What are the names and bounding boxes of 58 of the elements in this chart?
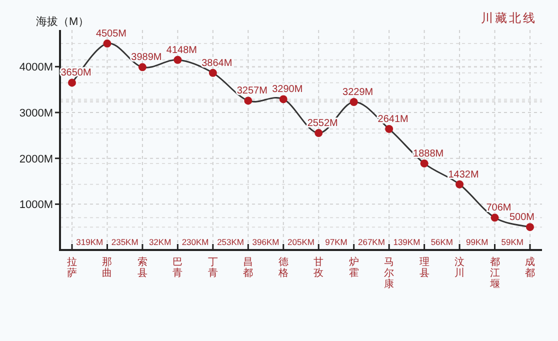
data-label: 3229M [342,87,374,98]
data-label: 4505M [96,28,127,40]
point [526,223,534,232]
y-tick-label: 3000M [19,108,53,120]
annotation: 99KM [466,237,488,247]
y-tick-label: 2000M [19,153,53,166]
data-label: 1888M [413,148,444,160]
y-tick-label: 4000M [19,62,53,74]
x-tick-label: 昌都 [243,257,254,279]
x-tick-label: 理县 [419,257,430,279]
data-label: 3290M [272,84,303,96]
point [103,40,112,48]
x-tick-label: 炉霍 [348,256,359,279]
annotation: 396KM [252,237,280,247]
annotation: 139KM [393,237,420,247]
point [138,63,146,72]
data-label: 500M [509,212,535,224]
annotation: 235KM [111,237,138,247]
point [208,68,217,77]
point [68,78,76,87]
annotation: 267KM [358,237,385,247]
point [244,96,252,105]
data-label: 3864M [202,58,232,69]
x-tick-label: 都江堰 [488,256,500,290]
annotation: 319KM [76,237,104,247]
data-label: 3257M [236,86,268,97]
annotation: 205KM [288,237,314,247]
data-label: 706M [486,202,512,214]
x-tick-label: 德格 [277,257,288,279]
annotation: 230KM [182,237,209,247]
point [490,214,499,222]
x-tick-label: 丁青 [208,257,218,279]
x-tick-label: 汶川 [454,256,465,279]
point [385,124,394,133]
annotation: 97KM [325,237,348,247]
x-tick-label: 巴青 [172,257,183,279]
point [420,159,428,168]
x-tick-label: 那曲 [102,257,112,279]
annotation: 59KM [501,237,524,247]
data-label: 3989M [131,52,162,64]
y-axis-title: 海拔（M） [36,16,90,28]
annotation: 32KM [148,237,172,247]
point [174,56,182,64]
x-tick-label: 成都 [525,256,535,279]
y-tick-label: 1000M [19,199,53,212]
x-tick-label: 甘孜 [314,256,324,279]
point [350,98,358,106]
chart-title: 川藏北线 [481,11,537,25]
x-tick-label: 索县 [137,256,148,279]
point [456,180,464,188]
point [279,95,288,104]
point [314,129,323,138]
x-tick-label: 马尔康 [384,257,394,290]
annotation: 253KM [217,237,244,247]
data-label: 1432M [448,169,479,180]
data-label: 4148M [166,44,197,56]
x-tick-label: 拉萨 [67,256,77,279]
annotation: 56KM [430,237,454,247]
